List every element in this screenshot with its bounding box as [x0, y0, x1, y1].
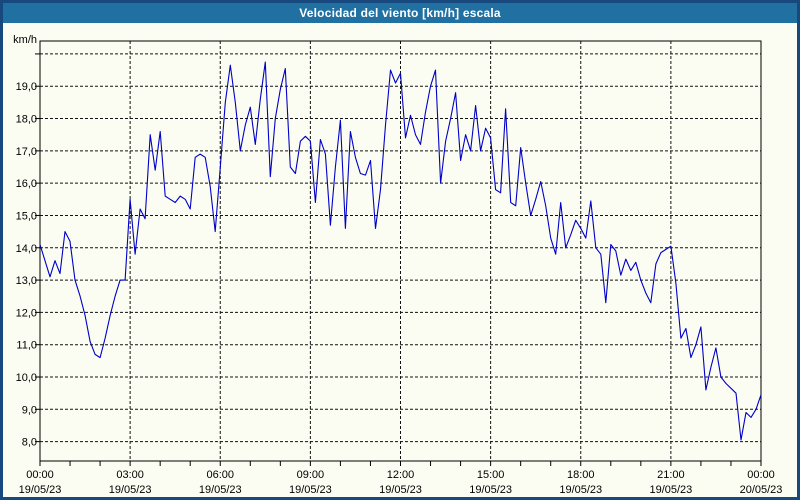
y-axis-unit-label: km/h	[13, 34, 37, 46]
x-tick-date-label: 19/05/23	[649, 484, 692, 496]
x-tick-date-label: 19/05/23	[19, 484, 62, 496]
x-tick-date-label: 20/05/23	[740, 484, 783, 496]
window-title: Velocidad del viento [km/h] escala	[299, 6, 501, 20]
x-tick-date-label: 19/05/23	[379, 484, 422, 496]
x-tick-date-label: 19/05/23	[469, 484, 512, 496]
x-tick-time-label: 06:00	[206, 469, 234, 481]
x-tick-date-label: 19/05/23	[199, 484, 242, 496]
x-tick-time-label: 03:00	[116, 469, 144, 481]
x-tick-date-label: 19/05/23	[559, 484, 602, 496]
x-tick-time-label: 15:00	[477, 469, 505, 481]
y-tick-label: 16,0	[16, 178, 37, 190]
y-tick-label: 19,0	[16, 81, 37, 93]
x-tick-date-label: 19/05/23	[289, 484, 332, 496]
plot-border	[39, 40, 762, 462]
x-tick-date-label: 19/05/23	[109, 484, 152, 496]
x-tick-time-label: 18:00	[567, 469, 595, 481]
x-tick-time-label: 00:00	[747, 469, 775, 481]
x-tick-time-label: 09:00	[297, 469, 325, 481]
x-tick-time-label: 00:00	[26, 469, 54, 481]
y-tick-label: 8,0	[22, 437, 37, 449]
y-tick-label: 11,0	[16, 340, 37, 352]
y-tick-label: 9,0	[22, 404, 37, 416]
y-tick-label: 14,0	[16, 243, 37, 255]
y-tick-label: 13,0	[16, 275, 37, 287]
y-tick-label: 17,0	[16, 146, 37, 158]
x-tick-time-label: 21:00	[657, 469, 685, 481]
y-tick-label: 18,0	[16, 114, 37, 126]
y-tick-label: 15,0	[16, 210, 37, 222]
x-tick-time-label: 12:00	[387, 469, 415, 481]
y-tick-label: 12,0	[16, 307, 37, 319]
y-tick-label: 10,0	[16, 372, 37, 384]
wind-speed-chart: 19,0 18,0 17,0 16,0 15,0 14,0 13,0 12,0 11,0 10,0…	[16, 40, 783, 496]
wind-speed-line	[39, 61, 762, 441]
window-title-bar: Velocidad del viento [km/h] escala	[3, 3, 797, 23]
